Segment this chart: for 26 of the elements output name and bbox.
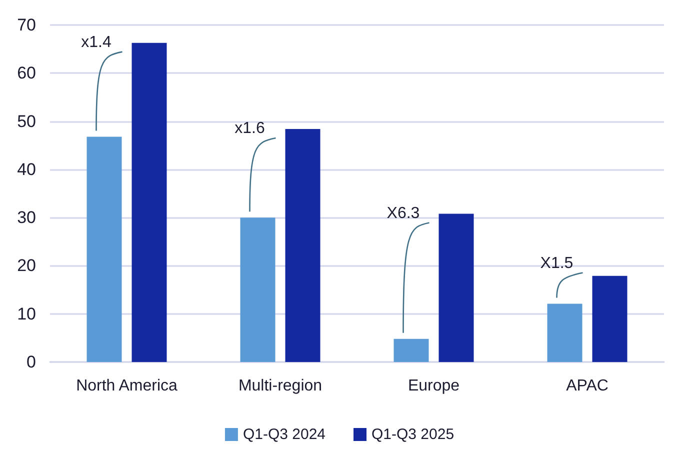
x-tick-label: Europe bbox=[408, 378, 460, 394]
annotation: X1.5 bbox=[540, 254, 574, 272]
bar bbox=[285, 128, 320, 362]
y-tick-label: 10 bbox=[17, 304, 36, 324]
y-tick-label: 50 bbox=[17, 112, 36, 131]
x-tick-label: Multi-region bbox=[238, 378, 322, 394]
bar bbox=[438, 214, 474, 362]
bar bbox=[394, 338, 429, 362]
bar bbox=[547, 304, 582, 362]
y-tick-label: 60 bbox=[17, 64, 36, 83]
annotation: x1.6 bbox=[234, 120, 265, 138]
y-tick-label: 70 bbox=[17, 16, 36, 34]
legend-label: Q1-Q3 2025 bbox=[372, 426, 454, 443]
y-tick-label: 20 bbox=[17, 256, 36, 276]
bar bbox=[132, 42, 167, 362]
x-tick-label: APAC bbox=[566, 378, 608, 394]
x-tick-label: North America bbox=[76, 378, 178, 394]
y-tick-label: 30 bbox=[17, 208, 36, 228]
bar bbox=[592, 276, 628, 362]
y-tick-label: 0 bbox=[26, 352, 36, 372]
legend-label: Q1-Q3 2024 bbox=[242, 426, 326, 443]
annotation: x1.4 bbox=[81, 34, 112, 52]
bar bbox=[240, 218, 276, 362]
y-tick-label: 40 bbox=[17, 160, 36, 179]
bar bbox=[86, 136, 122, 362]
annotation: X6.3 bbox=[386, 204, 420, 222]
